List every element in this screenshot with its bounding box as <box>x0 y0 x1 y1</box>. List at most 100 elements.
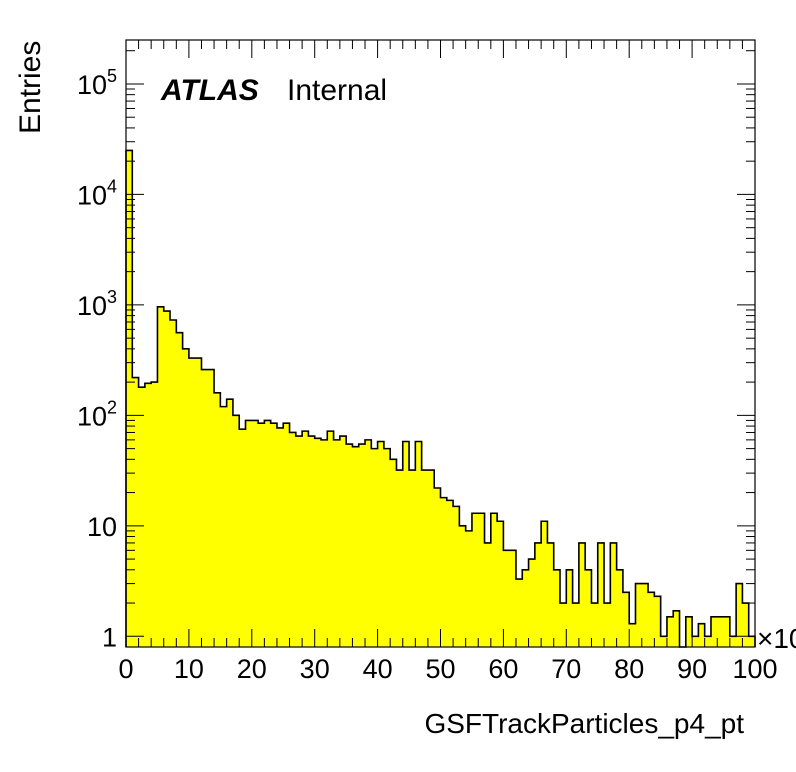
histogram-bar <box>258 423 265 647</box>
histogram-bar <box>327 431 335 647</box>
y-tick-label: 10 <box>87 512 117 542</box>
histogram-bar <box>409 470 416 647</box>
histogram-bar <box>560 603 567 647</box>
histogram-bar <box>497 521 504 647</box>
x-tick-label: 0 <box>118 654 133 684</box>
histogram-bar <box>604 603 611 647</box>
y-tick-label-exponent: 3 <box>107 287 117 307</box>
histogram-bar <box>509 550 517 647</box>
histogram-bar <box>553 569 561 647</box>
histogram-bar <box>302 431 310 647</box>
histogram-bar <box>138 387 146 647</box>
y-tick-label-exponent: 5 <box>107 66 117 86</box>
histogram-bar <box>232 415 240 647</box>
x-axis-tick-labels: 0 10 20 30 40 50 60 70 80 90 100 <box>118 654 777 684</box>
histogram-bar <box>465 530 473 647</box>
histogram-bar <box>478 513 486 647</box>
histogram-bar <box>377 441 385 647</box>
histogram-bar <box>421 470 429 647</box>
histogram-bar <box>515 579 523 647</box>
histogram-bar <box>446 500 454 647</box>
histogram-bar <box>157 306 165 647</box>
histogram-bar <box>692 636 699 647</box>
x-tick-label: 40 <box>363 654 393 684</box>
histogram-bar <box>188 358 196 647</box>
y-axis-ticks <box>126 50 755 637</box>
histogram-outline <box>125 149 756 648</box>
histogram-bar <box>490 513 498 647</box>
histogram-bar <box>383 448 391 647</box>
histogram-bar <box>415 441 423 647</box>
histogram-bar <box>578 542 586 647</box>
histogram-bar <box>358 444 366 647</box>
histogram-bar <box>660 636 668 647</box>
histogram-bar <box>270 423 278 647</box>
histogram-bar <box>427 470 435 647</box>
histogram-bar <box>144 383 152 647</box>
histogram-bar <box>585 569 593 647</box>
histogram-bar <box>635 583 643 647</box>
x-tick-label: 100 <box>732 654 777 684</box>
histogram-bar <box>736 583 744 647</box>
histogram-bar <box>396 470 404 647</box>
histogram-bar <box>522 569 530 647</box>
histogram-bar <box>226 399 234 647</box>
histogram-bar <box>176 332 184 647</box>
histogram-bar <box>648 592 655 647</box>
histogram-bar <box>295 436 303 647</box>
histogram-bar <box>453 506 460 647</box>
histogram-bar <box>346 444 354 647</box>
histogram-bar <box>132 377 140 647</box>
histogram-bar <box>214 392 221 647</box>
histogram-bar <box>308 436 316 647</box>
histogram-bar <box>534 542 542 647</box>
y-tick-label: 105 <box>77 66 117 100</box>
histogram-bar <box>339 436 347 647</box>
histogram-bar <box>371 448 379 647</box>
atlas-status-label: Internal <box>287 74 387 107</box>
histogram-bar <box>365 439 372 647</box>
y-axis-title: Entries <box>14 41 47 134</box>
histogram-bars <box>126 150 756 647</box>
histogram-bar <box>710 616 718 647</box>
histogram-bar <box>704 636 712 647</box>
histogram-bar <box>729 636 737 647</box>
histogram-bar <box>717 616 725 647</box>
histogram-bar <box>220 406 228 647</box>
histogram-bar <box>402 441 410 647</box>
x-tick-label: 30 <box>300 654 330 684</box>
y-tick-label: 103 <box>77 287 117 321</box>
histogram-bar <box>597 542 605 647</box>
x-axis-ticks <box>125 40 756 647</box>
x-tick-label: 10 <box>174 654 204 684</box>
histogram-bar <box>698 623 706 647</box>
histogram-bar <box>641 583 649 647</box>
y-tick-label-exponent: 2 <box>107 397 117 417</box>
histogram-bar <box>151 382 159 647</box>
histogram-bar <box>126 150 133 647</box>
histogram-bar <box>610 542 618 647</box>
histogram-bar <box>283 423 291 647</box>
atlas-label: ATLAS <box>160 74 259 107</box>
histogram-bar <box>566 569 574 647</box>
y-tick-label-base: 10 <box>77 70 107 100</box>
y-tick-label: 1 <box>102 622 117 652</box>
y-tick-label: 104 <box>77 176 117 210</box>
histogram-bar <box>264 420 272 647</box>
y-tick-label: 102 <box>77 397 117 431</box>
histogram-bar <box>591 603 599 647</box>
histogram-bar <box>572 603 580 647</box>
histogram-bar <box>207 369 215 647</box>
x-tick-label: 50 <box>425 654 455 684</box>
histogram-bar <box>333 439 341 647</box>
histogram-bar <box>685 616 693 647</box>
x-tick-label: 90 <box>677 654 707 684</box>
x-tick-label: 80 <box>614 654 644 684</box>
histogram-bar <box>459 525 467 647</box>
histogram-bar <box>239 429 247 647</box>
histogram-bar <box>289 432 297 647</box>
histogram-bar <box>434 488 442 647</box>
x-axis-title: GSFTrackParticles_p4_pt <box>424 708 744 739</box>
histogram-bar <box>503 550 511 647</box>
